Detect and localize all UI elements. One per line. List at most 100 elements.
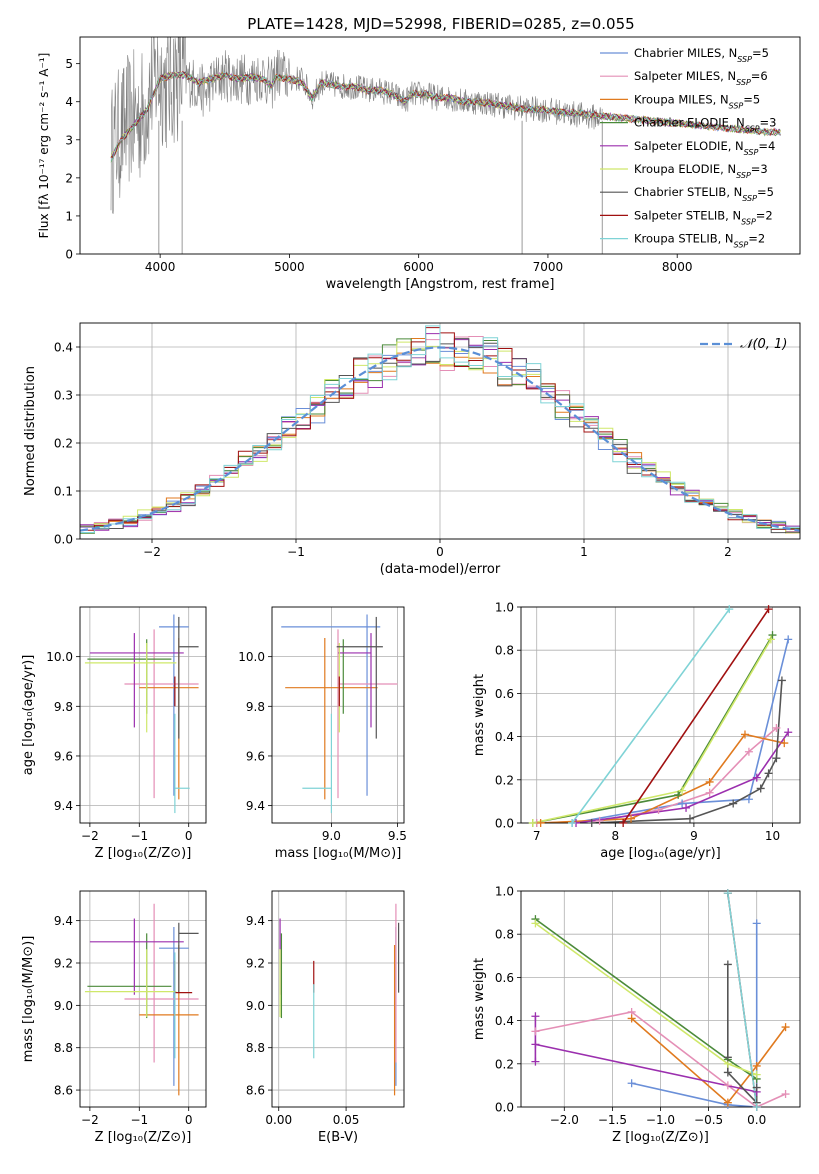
weight-line-chabrier_miles	[571, 639, 789, 823]
weight-marker-salpeter_miles	[723, 1081, 732, 1090]
weight-line-chabrier_elodie	[534, 918, 758, 1080]
mass_vs_ebv-ytick-label: 9.0	[246, 999, 265, 1013]
mass_vs_Z-panel: −2 −1 0 8.6 8.8 9.0 9.2 9.4 Z [log₁₀(Z/Z⊙)] mass …	[21, 890, 207, 1145]
residuals-xtick-label: −1	[287, 545, 305, 559]
weight-marker-salpeter_miles	[781, 1090, 790, 1099]
spectrum-xtick-label: 4000	[145, 260, 176, 274]
weight-marker-kroupa_elodie	[752, 1070, 761, 1079]
spectrum-ytick-label: 5	[65, 57, 73, 71]
weight-marker-kroupa_miles	[723, 1098, 732, 1107]
weight-line-chabrier_miles	[631, 923, 758, 1107]
age_vs_Z-frame	[79, 606, 207, 824]
weight_vs_Z-xlabel: Z [log₁₀(Z/Z⊙)]	[612, 1130, 709, 1145]
age_vs_Z-xtick-label: −2	[81, 829, 99, 843]
weight_vs_Z-ytick-label: 0.8	[495, 928, 514, 942]
spectrum-xlabel: wavelength [Angstrom, rest frame]	[326, 277, 555, 292]
mass_vs_Z-frame	[79, 890, 207, 1108]
age_vs_mass-xtick-label: 9.5	[388, 829, 407, 843]
mass_vs_Z-xtick-label: −1	[130, 1113, 148, 1127]
age_vs_mass-panel: 9.0 9.5 9.4 9.6 9.8 10.0 mass [log₁₀(M/M⊙)]	[238, 606, 407, 861]
age_vs_Z-plot-area	[84, 614, 199, 814]
weight-marker-salpeter_elodie	[752, 773, 761, 782]
spectrum-xtick-label: 5000	[274, 260, 305, 274]
weight-line-chabrier_elodie	[532, 634, 774, 823]
spectrum-xtick-label: 8000	[662, 260, 693, 274]
age_vs_Z-panel: −2 −1 0 9.4 9.6 9.8 10.0 Z [log₁₀(Z/Z⊙)] age [lo…	[21, 606, 207, 861]
weight-marker-salpeter_stelib	[764, 605, 773, 614]
spectrum-ytick-label: 1	[65, 209, 73, 223]
weight_vs_Z-xtick-label: 0.0	[747, 1113, 766, 1127]
weight-marker-chabrier_miles	[752, 919, 761, 928]
histogram-kroupa_stelib	[80, 325, 800, 534]
weight-marker-kroupa_miles	[627, 814, 636, 823]
age_vs_Z-xtick-label: −1	[130, 829, 148, 843]
weight-marker-kroupa_elodie	[678, 786, 687, 795]
mass_vs_Z-xtick-label: −2	[81, 1113, 99, 1127]
weight_vs_age-ytick-label: 0.2	[495, 773, 514, 787]
spectrum-xtick-label: 6000	[403, 260, 434, 274]
age_vs_mass-xtick-label: 9.0	[322, 829, 341, 843]
legend-label-salpeter_elodie: Salpeter ELODIE, NSSP=4	[634, 139, 775, 157]
weight-marker-chabrier_miles	[744, 795, 753, 804]
spectrum-legend: Chabrier MILES, NSSP=5 Salpeter MILES, NS…	[600, 46, 776, 249]
gaussian-reference-curve	[80, 346, 800, 532]
weight_vs_Z-xtick-label: −1.5	[598, 1113, 627, 1127]
age_vs_mass-ytick-label: 9.6	[246, 749, 265, 763]
weight_vs_age-frame	[520, 606, 801, 824]
mass_vs_ebv-ytick-label: 9.2	[246, 957, 265, 971]
weight-marker-kroupa_stelib	[725, 605, 734, 614]
weight_vs_Z-ytick-label: 0.4	[495, 1014, 514, 1028]
legend-label-chabrier_stelib: Chabrier STELIB, NSSP=5	[634, 185, 774, 203]
weight_vs_Z-ytick-label: 0.2	[495, 1057, 514, 1071]
weight_vs_age-xtick-label: 10	[765, 829, 780, 843]
weight-marker-chabrier_elodie	[768, 631, 777, 640]
weight-line-chabrier_stelib	[591, 680, 783, 823]
weight_vs_age-xlabel: age [log₁₀(age/yr)]	[600, 846, 721, 861]
mass_vs_Z-ytick-label: 9.4	[54, 914, 73, 928]
age_vs_mass-xlabel: mass [log₁₀(M/M⊙)]	[275, 846, 402, 861]
spectrum-ytick-label: 0	[65, 248, 73, 262]
age_vs_Z-ylabel: age [log₁₀(age/yr)]	[21, 655, 36, 776]
weight-marker-kroupa_elodie	[766, 635, 775, 644]
weight-marker-kroupa_miles	[536, 819, 545, 827]
weight-line-kroupa_elodie	[532, 638, 772, 823]
mass_vs_ebv-ytick-label: 8.8	[246, 1041, 265, 1055]
residuals-xtick-label: 2	[724, 545, 732, 559]
legend-label-kroupa_miles: Kroupa MILES, NSSP=5	[634, 92, 760, 110]
weight_vs_age-xtick-label: 7	[533, 829, 541, 843]
weight-marker-kroupa_miles	[740, 730, 749, 739]
weight_vs_age-ytick-label: 0.4	[495, 730, 514, 744]
age_vs_mass-ytick-label: 10.0	[238, 650, 265, 664]
mass_vs_Z-ytick-label: 9.2	[54, 957, 73, 971]
weight-marker-kroupa_stelib	[752, 1103, 761, 1111]
weight-marker-kroupa_miles	[752, 1061, 761, 1070]
residuals-plot-area	[80, 325, 800, 534]
weight-marker-salpeter_miles	[595, 816, 604, 825]
weight-marker-chabrier_stelib	[777, 676, 786, 685]
residuals-xtick-label: −2	[143, 545, 161, 559]
weight_vs_age-plot-area	[532, 608, 789, 823]
age_vs_mass-ytick-label: 9.4	[246, 799, 265, 813]
weight-marker-salpeter_miles	[772, 723, 781, 732]
spectrum-ytick-label: 2	[65, 171, 73, 185]
weight-marker-salpeter_miles	[654, 806, 663, 815]
weight-marker-kroupa_stelib	[723, 889, 732, 898]
age_vs_mass-plot-area	[281, 614, 398, 814]
age_vs_Z-ytick-label: 10.0	[46, 650, 73, 664]
legend-label-salpeter_stelib: Salpeter STELIB, NSSP=2	[634, 208, 773, 226]
weight-line-kroupa_stelib	[727, 893, 758, 1107]
figure-title: PLATE=1428, MJD=52998, FIBERID=0285, z=0…	[247, 15, 634, 33]
weight-marker-kroupa_elodie	[531, 919, 540, 928]
weight-line-salpeter_stelib	[622, 608, 770, 823]
weight-marker-chabrier_miles	[678, 799, 687, 808]
legend-label-kroupa_stelib: Kroupa STELIB, NSSP=2	[634, 232, 765, 250]
weight-marker-chabrier_stelib	[729, 799, 738, 808]
age_vs_Z-xlabel: Z [log₁₀(Z/Z⊙)]	[95, 846, 192, 861]
weight-marker-chabrier_stelib	[723, 1068, 732, 1077]
weight-marker-chabrier_miles	[784, 635, 793, 644]
mass_vs_Z-xtick-label: 0	[185, 1113, 193, 1127]
legend-label-chabrier_miles: Chabrier MILES, NSSP=5	[634, 46, 769, 64]
model-spectrum-kroupa_stelib	[110, 71, 781, 162]
